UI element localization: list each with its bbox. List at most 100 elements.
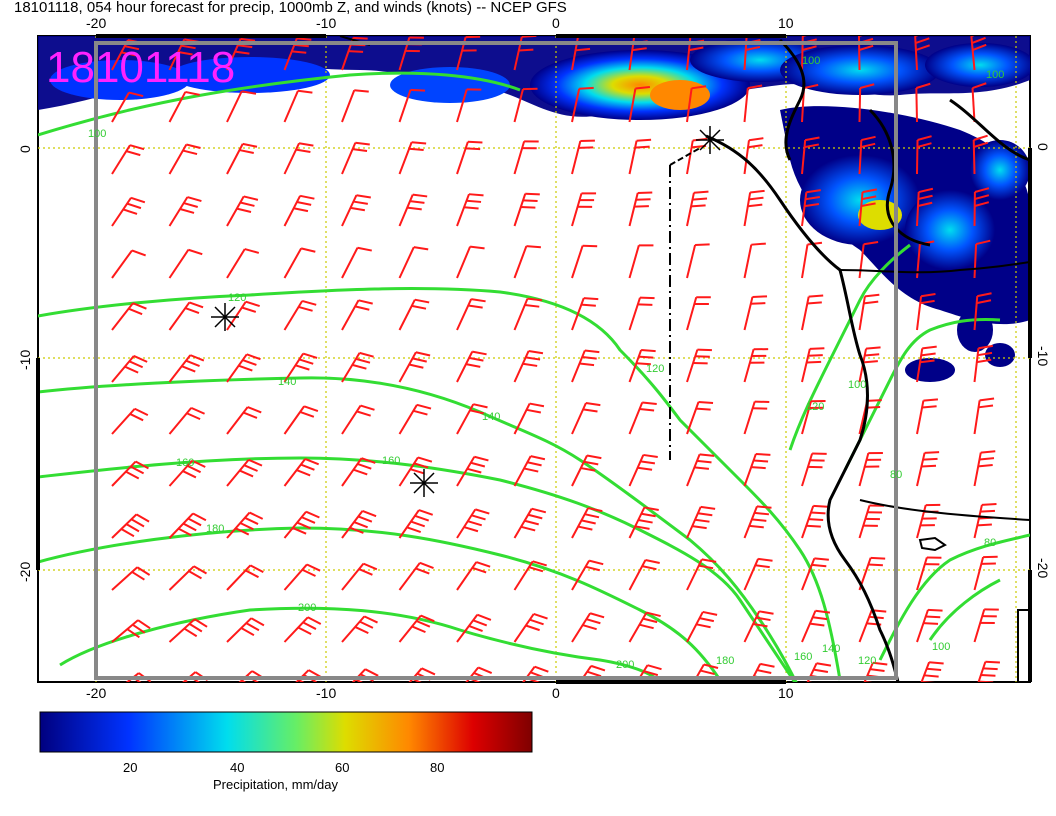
wind-barb-shaft: [226, 301, 247, 331]
wind-barb-shaft: [743, 401, 756, 435]
wind-barb-feather: [638, 355, 654, 359]
wind-barb-feather: [917, 201, 933, 207]
wind-barb-feather: [122, 208, 138, 215]
wind-barb-shaft: [628, 140, 638, 175]
wind-barb-feather: [753, 459, 769, 463]
wind-barb-shaft: [973, 243, 978, 279]
wind-barb-feather: [359, 351, 374, 358]
wind-barb-shaft: [801, 348, 811, 383]
wind-barb-shaft: [686, 349, 699, 383]
wind-barb-feather: [412, 357, 427, 363]
wind-barb-feather: [808, 294, 824, 298]
wind-barb-feather: [586, 670, 602, 678]
wind-barb-shaft: [341, 404, 362, 435]
wind-barb-shaft: [916, 557, 928, 591]
wind-barb-feather: [355, 678, 363, 682]
precipitation-field: [38, 36, 1030, 382]
wind-barb-feather: [467, 520, 483, 527]
wind-barb-feather: [632, 47, 647, 52]
wind-barb-feather: [692, 197, 708, 201]
wind-barb-feather: [414, 514, 430, 522]
wind-barb-feather: [590, 664, 606, 672]
wind-barb-feather: [419, 561, 434, 569]
wind-barb-shaft: [226, 195, 245, 227]
wind-barb-shaft: [628, 349, 643, 383]
wind-barb-feather: [637, 466, 653, 471]
wind-barb-shaft: [858, 296, 866, 331]
wind-barb-feather: [469, 245, 485, 250]
wind-barb-shaft: [801, 400, 812, 435]
wind-barb-shaft: [398, 562, 421, 591]
wind-barb-shaft: [111, 408, 136, 435]
contour-label-80: 80: [890, 469, 902, 481]
wind-barb-feather: [294, 685, 307, 692]
wind-barb-feather: [755, 452, 771, 456]
wind-barb-shaft: [801, 505, 815, 539]
wind-barb-shaft: [571, 612, 591, 643]
wind-barb-feather: [812, 616, 828, 621]
wind-barb-feather: [864, 353, 880, 357]
wind-barb-shaft: [226, 564, 252, 591]
wind-barb-feather: [978, 464, 993, 468]
wind-barb-feather: [641, 512, 656, 518]
wind-barb-feather: [472, 350, 487, 356]
wind-barb-feather: [121, 51, 136, 57]
wind-barb-shaft: [513, 245, 528, 279]
wind-barb-feather: [861, 135, 876, 142]
wind-barb-feather: [645, 559, 660, 564]
wind-barb-shaft: [111, 355, 135, 383]
wind-barb-shaft: [168, 143, 188, 175]
wind-barb-feather: [973, 134, 988, 141]
wind-barb-shaft: [743, 140, 750, 175]
contour-labels: 100 120 140 140 160 160 180 200 200 180 …: [88, 55, 1004, 671]
wind-barb-feather: [476, 613, 492, 621]
wind-barb-feather: [362, 509, 377, 518]
wind-barb-feather: [864, 293, 880, 298]
wind-barb-feather: [699, 453, 715, 457]
wind-barb-feather: [468, 625, 483, 633]
wind-barb-feather: [129, 413, 144, 422]
wind-barb-feather: [244, 516, 259, 525]
wind-barb-feather: [703, 663, 719, 669]
wind-barb-feather: [413, 462, 429, 469]
wind-barb-shaft: [111, 566, 138, 591]
wind-barb-shaft: [916, 609, 929, 643]
wind-barb-feather: [297, 626, 312, 636]
wind-barb-feather: [298, 679, 305, 682]
wind-barb-shaft: [973, 452, 982, 487]
wind-barb-feather: [245, 622, 260, 632]
wind-barb-feather: [408, 684, 421, 690]
wind-barb-feather: [980, 674, 996, 677]
wind-barb-shaft: [915, 87, 918, 123]
wind-barb-feather: [525, 192, 540, 196]
wind-barb-feather: [638, 519, 653, 524]
wind-barb-shaft: [513, 88, 524, 123]
wind-barb-feather: [756, 505, 772, 509]
wind-barb-feather: [418, 509, 434, 516]
wind-barb-feather: [415, 567, 430, 575]
wind-barb-shaft: [111, 92, 130, 123]
wind-barb-feather: [811, 563, 827, 568]
wind-barb-feather: [985, 660, 1000, 664]
wind-barb-shaft: [743, 244, 753, 279]
wind-barb-shaft: [628, 88, 637, 123]
wind-barb-shaft: [513, 508, 533, 539]
wind-barb-feather: [643, 453, 658, 458]
wind-barb-feather: [349, 526, 364, 534]
wind-barb-feather: [128, 307, 143, 316]
wind-barb-feather: [974, 187, 990, 193]
wind-barb-shaft: [168, 565, 195, 591]
wind-barb-feather: [525, 624, 540, 632]
wind-barb-feather: [241, 306, 257, 313]
forecast-stamp: 18101118: [46, 43, 235, 92]
wind-barb-shaft: [341, 352, 361, 383]
wind-barb-shaft: [973, 556, 985, 591]
wind-barb-shaft: [283, 563, 308, 591]
wind-barb-feather: [643, 670, 659, 677]
wind-barb-feather: [917, 142, 932, 148]
contour-label-120: 120: [228, 292, 246, 304]
wind-barb-feather: [916, 82, 931, 89]
wind-barb-shaft: [465, 666, 480, 682]
wind-barb-feather: [132, 302, 147, 310]
wind-barb-feather: [921, 464, 937, 468]
